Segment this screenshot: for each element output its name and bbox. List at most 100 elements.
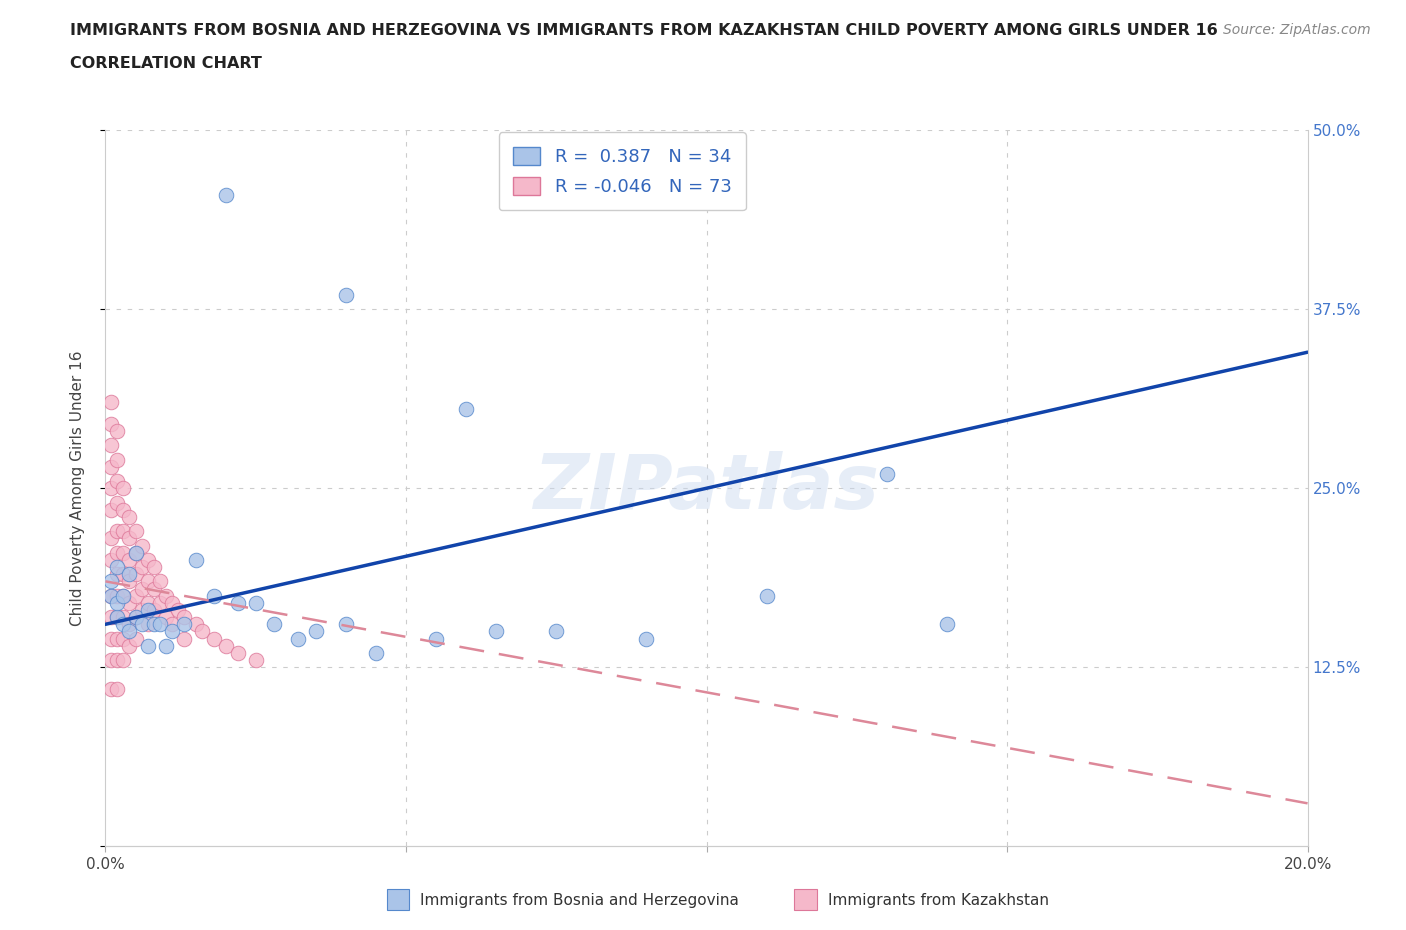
Point	[100, 653, 122, 668]
Point	[112, 545, 135, 560]
Point	[100, 395, 122, 410]
Point	[202, 589, 225, 604]
Point	[155, 610, 177, 625]
Point	[118, 624, 141, 639]
Point	[100, 682, 122, 697]
Point	[100, 502, 122, 517]
Text: Immigrants from Bosnia and Herzegovina: Immigrants from Bosnia and Herzegovina	[420, 893, 740, 908]
Point	[936, 617, 959, 631]
Point	[131, 560, 153, 575]
Point	[136, 603, 159, 618]
Point	[118, 595, 141, 610]
Point	[136, 638, 159, 653]
Point	[124, 566, 146, 581]
Point	[546, 624, 568, 639]
Point	[305, 624, 328, 639]
Point	[214, 638, 236, 653]
Point	[107, 452, 129, 467]
Point	[112, 589, 135, 604]
Point	[173, 631, 195, 646]
Point	[100, 531, 122, 546]
Point	[131, 581, 153, 596]
Point	[112, 566, 135, 581]
Point	[118, 574, 141, 589]
Point	[118, 510, 141, 525]
Point	[124, 610, 146, 625]
Point	[136, 595, 159, 610]
Point	[107, 631, 129, 646]
Point	[364, 645, 387, 660]
Point	[118, 638, 141, 653]
Point	[425, 631, 447, 646]
Point	[100, 631, 122, 646]
Point	[107, 524, 129, 538]
Point	[100, 610, 122, 625]
Point	[124, 589, 146, 604]
Point	[107, 682, 129, 697]
Point	[118, 617, 141, 631]
Point	[160, 595, 183, 610]
Point	[107, 610, 129, 625]
Point	[173, 610, 195, 625]
Point	[107, 545, 129, 560]
Point	[107, 610, 129, 625]
Point	[263, 617, 285, 631]
Text: ZIPatlas: ZIPatlas	[533, 451, 880, 525]
Point	[131, 617, 153, 631]
Point	[184, 552, 207, 567]
Point	[335, 617, 357, 631]
Point	[245, 595, 267, 610]
Point	[112, 589, 135, 604]
Point	[100, 417, 122, 432]
Point	[112, 502, 135, 517]
Point	[148, 617, 170, 631]
Point	[148, 595, 170, 610]
Text: Source: ZipAtlas.com: Source: ZipAtlas.com	[1223, 23, 1371, 37]
Point	[118, 531, 141, 546]
Point	[636, 631, 658, 646]
Point	[131, 603, 153, 618]
Text: CORRELATION CHART: CORRELATION CHART	[70, 56, 262, 71]
Point	[124, 545, 146, 560]
Point	[107, 473, 129, 488]
Point	[173, 617, 195, 631]
Point	[107, 566, 129, 581]
Point	[136, 617, 159, 631]
Point	[184, 617, 207, 631]
Point	[136, 574, 159, 589]
Point	[112, 617, 135, 631]
Point	[107, 560, 129, 575]
Point	[166, 603, 188, 618]
Point	[287, 631, 309, 646]
Point	[100, 459, 122, 474]
Point	[876, 467, 898, 482]
Point	[100, 574, 122, 589]
Point	[160, 617, 183, 631]
Point	[112, 481, 135, 496]
Point	[112, 631, 135, 646]
Point	[124, 610, 146, 625]
Point	[124, 545, 146, 560]
Point	[142, 617, 165, 631]
Point	[335, 287, 357, 302]
Point	[118, 566, 141, 581]
Y-axis label: Child Poverty Among Girls Under 16: Child Poverty Among Girls Under 16	[70, 351, 84, 626]
Point	[160, 624, 183, 639]
Point	[226, 595, 249, 610]
Point	[124, 631, 146, 646]
Point	[118, 552, 141, 567]
Legend: R =  0.387   N = 34, R = -0.046   N = 73: R = 0.387 N = 34, R = -0.046 N = 73	[499, 132, 747, 210]
Point	[107, 423, 129, 438]
Point	[107, 495, 129, 510]
Point	[755, 589, 778, 604]
Text: IMMIGRANTS FROM BOSNIA AND HERZEGOVINA VS IMMIGRANTS FROM KAZAKHSTAN CHILD POVER: IMMIGRANTS FROM BOSNIA AND HERZEGOVINA V…	[70, 23, 1218, 38]
Point	[107, 653, 129, 668]
Point	[107, 589, 129, 604]
Text: Immigrants from Kazakhstan: Immigrants from Kazakhstan	[828, 893, 1049, 908]
Point	[190, 624, 212, 639]
Point	[124, 524, 146, 538]
Point	[155, 638, 177, 653]
Point	[142, 560, 165, 575]
Point	[202, 631, 225, 646]
Point	[148, 574, 170, 589]
